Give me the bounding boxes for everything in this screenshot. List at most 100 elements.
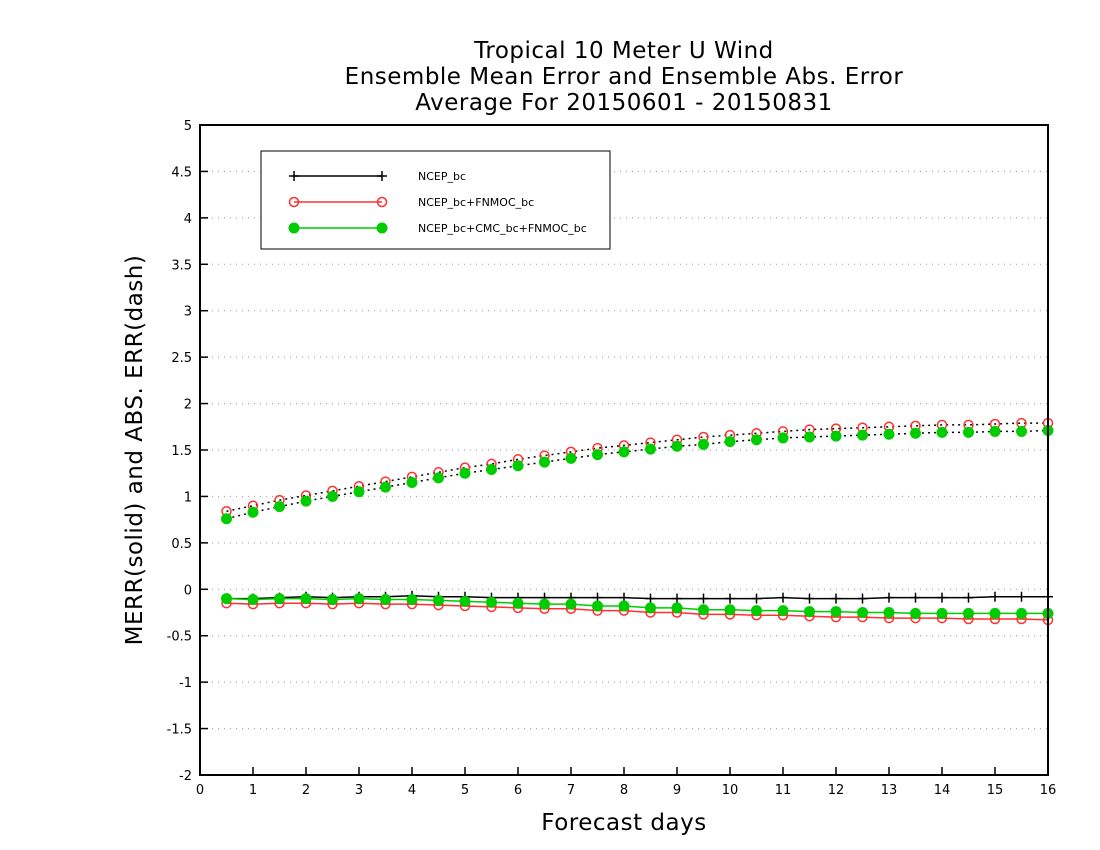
y-tick-label: -0.5: [167, 630, 192, 645]
abs-err-point: [459, 467, 471, 479]
merr-point: [274, 593, 285, 605]
chart-title-line-3: Average For 20150601 - 20150831: [415, 90, 833, 116]
y-tick-label: -2: [179, 769, 192, 784]
merr-point: [910, 592, 921, 603]
x-tick-label: 10: [722, 783, 739, 798]
y-tick-label: 4.5: [171, 165, 192, 180]
abs-err-point: [671, 440, 683, 452]
y-tick-label: 1.5: [171, 444, 192, 459]
x-tick-label: 8: [620, 783, 628, 798]
abs-err-point: [936, 426, 948, 438]
y-tick-label: 3.5: [171, 258, 192, 273]
abs-err-point: [539, 456, 550, 468]
abs-err-point: [883, 428, 895, 440]
abs-err-point: [247, 506, 259, 518]
legend-label: NCEP_bc+FNMOC_bc: [418, 196, 534, 209]
merr-point: [380, 594, 391, 605]
merr-point: [459, 595, 471, 607]
merr-point: [645, 602, 656, 614]
abs-err-point: [963, 426, 974, 438]
series-0: [221, 590, 1053, 604]
x-tick-label: 4: [408, 783, 416, 798]
abs-err-point: [274, 501, 285, 513]
abs-err-point: [1016, 425, 1027, 437]
legend-marker: [376, 196, 388, 208]
abs-err-point: [327, 490, 338, 502]
abs-err-point: [618, 446, 630, 458]
abs-err-point: [565, 452, 577, 464]
abs-err-point: [353, 486, 365, 498]
y-tick-label: 2: [184, 398, 192, 413]
merr-point: [539, 598, 550, 610]
abs-err-point: [380, 481, 391, 493]
merr-point: [910, 607, 921, 619]
abs-err-point: [777, 432, 789, 444]
merr-point: [221, 593, 232, 605]
abs-err-point: [512, 460, 524, 472]
y-tick-label: 1: [184, 490, 192, 505]
x-tick-label: 1: [249, 783, 257, 798]
merr-point: [565, 598, 577, 610]
abs-err-point: [433, 472, 444, 484]
y-tick-label: 0: [184, 583, 192, 598]
merr-point: [353, 593, 365, 605]
legend-marker: [377, 171, 387, 181]
abs-err-point: [724, 436, 736, 448]
x-tick-label: 0: [196, 783, 204, 798]
merr-point: [857, 593, 868, 604]
x-tick-label: 9: [673, 783, 681, 798]
merr-point: [884, 592, 894, 603]
series-2: [221, 425, 1054, 619]
abs-err-point: [989, 425, 1001, 437]
x-tick-label: 2: [302, 783, 310, 798]
abs-err-point: [857, 429, 868, 441]
x-tick-label: 14: [934, 783, 951, 798]
merr-point: [1016, 591, 1027, 602]
legend-marker: [288, 222, 300, 234]
merr-point: [698, 604, 709, 616]
merr-line-1: [226, 602, 1049, 621]
merr-point: [592, 600, 603, 612]
legend-marker: [288, 196, 300, 208]
merr-point: [963, 592, 974, 603]
series-1: [221, 417, 1054, 626]
y-axis-label: MERR(solid) and ABS. ERR(dash): [122, 254, 148, 646]
merr-point: [936, 607, 948, 619]
chart-title-line-2: Ensemble Mean Error and Ensemble Abs. Er…: [344, 64, 904, 90]
x-tick-label: 7: [567, 783, 575, 798]
merr-point: [486, 596, 497, 608]
legend-box: [260, 150, 611, 250]
abs-err-point: [300, 495, 312, 507]
abs-err-point: [645, 443, 656, 455]
abs-err-line-2: [226, 429, 1049, 520]
merr-point: [963, 607, 974, 619]
abs-err-point: [751, 434, 762, 446]
legend: NCEP_bc NCEP_bc+FNMOC_bc NCEP_bc+CMC_bc+FN…: [260, 150, 611, 250]
y-tick-label: -1.5: [167, 723, 192, 738]
abs-err-line-1: [226, 422, 1048, 513]
abs-err-point: [486, 464, 497, 475]
merr-point: [645, 593, 656, 604]
merr-point: [247, 594, 259, 605]
legend-label: NCEP_bc: [418, 170, 466, 183]
merr-point: [618, 600, 630, 612]
merr-point: [751, 593, 762, 604]
merr-point: [406, 594, 418, 605]
merr-point: [937, 592, 947, 603]
series-group: [221, 417, 1054, 626]
abs-err-point: [592, 449, 603, 461]
x-tick-label: 12: [828, 783, 845, 798]
merr-point: [857, 607, 868, 618]
merr-point: [990, 591, 1000, 602]
y-tick-label: -1: [179, 676, 192, 691]
chart-title-line-1: Tropical 10 Meter U Wind: [474, 38, 774, 64]
merr-point: [989, 607, 1001, 619]
x-tick-label: 11: [775, 783, 792, 798]
merr-point: [698, 593, 709, 604]
merr-point: [725, 593, 735, 604]
abs-err-point: [406, 477, 418, 488]
x-tick-label: 16: [1040, 783, 1057, 798]
merr-point: [512, 597, 524, 609]
merr-point: [804, 606, 815, 618]
